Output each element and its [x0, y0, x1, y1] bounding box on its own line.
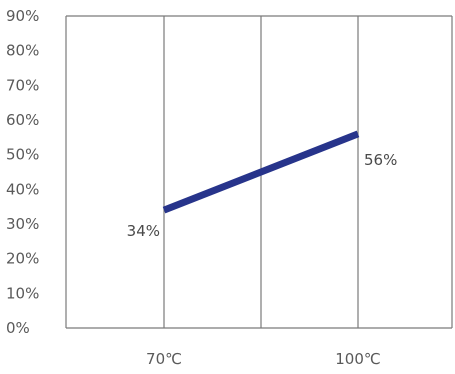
y-tick-label: 50% [6, 146, 39, 164]
x-tick-label: 100℃ [335, 350, 380, 368]
data-labels-group: 34% 56% [127, 151, 398, 240]
x-axis-tick-labels: 70℃ 100℃ [146, 350, 381, 368]
data-label: 34% [127, 222, 160, 240]
x-tick-label: 70℃ [146, 350, 182, 368]
series-group [162, 130, 360, 214]
y-axis-tick-labels: 0% 10% 20% 30% 40% 50% 60% 70% 80% 90% [6, 7, 39, 337]
y-tick-label: 80% [6, 42, 39, 60]
y-tick-label: 70% [6, 76, 39, 94]
y-tick-label: 90% [6, 7, 39, 25]
y-tick-label: 0% [6, 319, 30, 337]
y-tick-label: 30% [6, 215, 39, 233]
y-tick-label: 10% [6, 284, 39, 302]
data-label: 56% [364, 151, 397, 169]
y-tick-label: 40% [6, 180, 39, 198]
y-tick-label: 60% [6, 111, 39, 129]
series-line [162, 130, 360, 214]
y-tick-label: 20% [6, 250, 39, 268]
